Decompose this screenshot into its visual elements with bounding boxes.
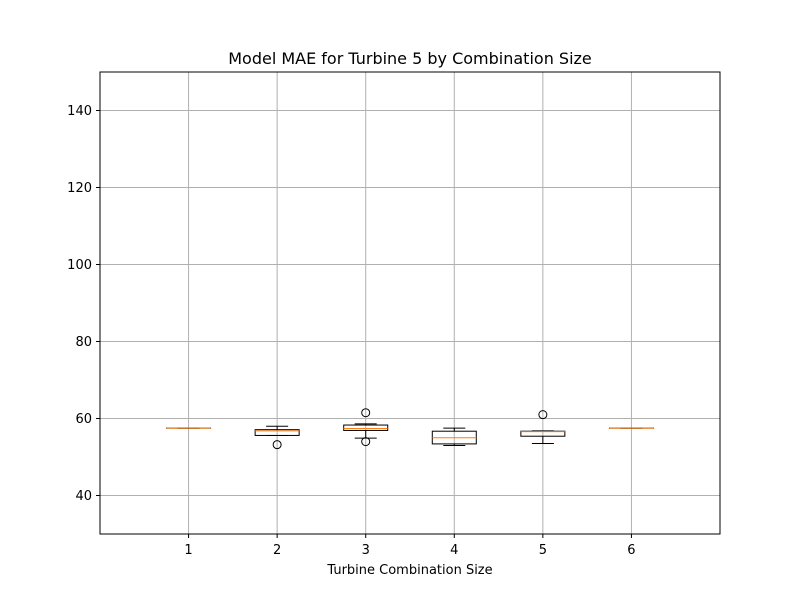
y-tick-label: 100 (67, 258, 92, 273)
y-tick-label: 60 (75, 412, 92, 427)
box-group-4 (431, 427, 477, 446)
x-tick-label: 2 (273, 543, 281, 558)
iqr-box (343, 424, 389, 431)
plot-frame (99, 71, 721, 535)
outlier-point (272, 440, 282, 450)
grid-layer (100, 72, 720, 534)
chart-title: Model MAE for Turbine 5 by Combination S… (228, 49, 592, 68)
box-group-5 (520, 410, 566, 445)
y-tick-label: 40 (75, 489, 92, 504)
y-tick-label: 140 (67, 104, 92, 119)
x-tick-label: 1 (184, 543, 192, 558)
x-tick-label: 3 (362, 543, 370, 558)
iqr-box (254, 429, 300, 436)
x-tick-label: 5 (539, 543, 547, 558)
box-group-2 (254, 425, 300, 450)
x-axis-label: Turbine Combination Size (326, 563, 492, 578)
outlier-point (538, 410, 548, 420)
outlier-point (361, 437, 371, 447)
box-group-3 (343, 408, 389, 447)
x-tick-label: 6 (627, 543, 635, 558)
outlier-point (361, 408, 371, 418)
boxes-layer (166, 408, 654, 450)
y-tick-label: 80 (75, 335, 92, 350)
y-tick-label: 120 (67, 181, 92, 196)
x-tick-label: 4 (450, 543, 458, 558)
ticks-layer: 40 60 80 100 120 140 1 2 3 4 5 6 (67, 104, 635, 558)
